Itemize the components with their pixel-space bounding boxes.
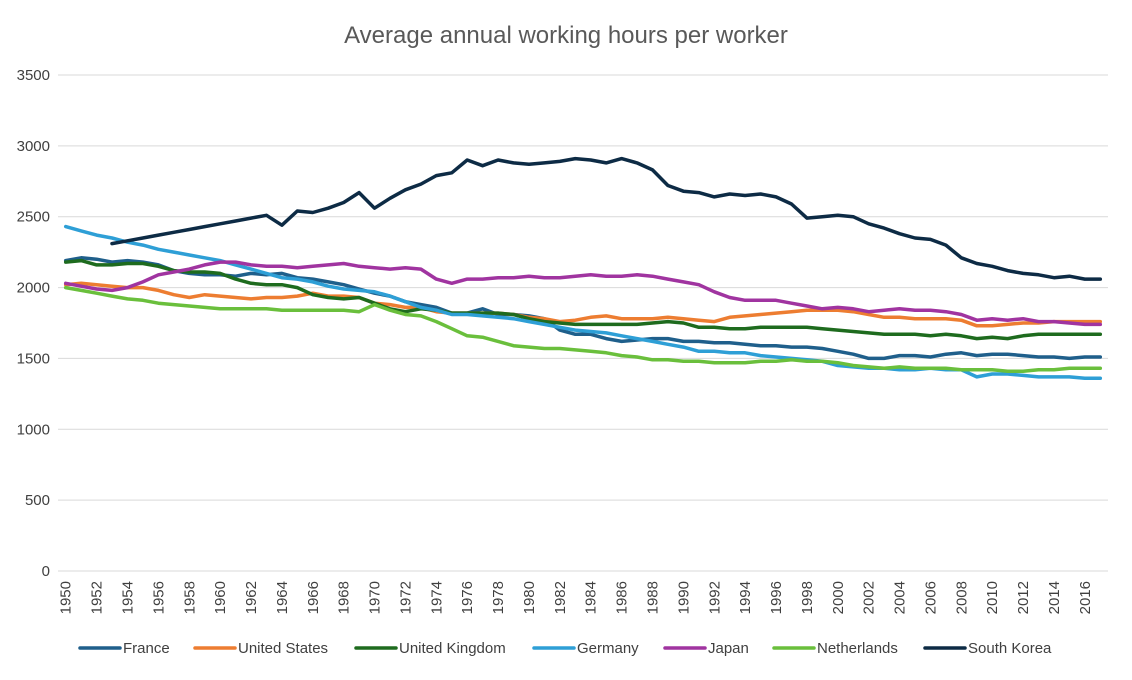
series-line-japan [63,260,1103,327]
x-tick-label: 1978 [490,581,507,614]
x-tick-label: 1980 [521,581,538,614]
x-tick-label: 1976 [459,581,476,614]
legend-label: United States [238,640,328,657]
chart-title: Average annual working hours per worker [344,22,788,49]
legend-item: United States [193,640,328,657]
legend-label: France [123,640,170,657]
legend-item: France [78,640,170,657]
x-tick-label: 1984 [583,581,600,614]
legend-item: Japan [663,640,749,657]
x-tick-label: 2008 [953,581,970,614]
x-tick-label: 2006 [922,581,939,614]
x-tick-label: 1968 [336,581,353,614]
x-tick-label: 1996 [768,581,785,614]
y-tick-label: 2500 [17,209,50,226]
legend-label: United Kingdom [399,640,506,657]
x-axis-labels: 1950 1952 1954 1956 1958 1960 1962 1964 1966 1968… [58,581,1094,614]
legend-item: United Kingdom [354,640,506,657]
x-tick-label: 2002 [861,581,878,614]
legend-item: South Korea [923,640,1052,657]
series-line-south-korea [110,156,1103,281]
x-tick-label: 1994 [737,581,754,614]
x-tick-label: 1986 [614,581,631,614]
x-tick-label: 1962 [243,581,260,614]
x-tick-label: 1950 [58,581,75,614]
x-tick-label: 2010 [984,581,1001,614]
series-line-france [63,256,1103,361]
series-line-united-states [63,281,1103,328]
x-tick-label: 2016 [1077,581,1094,614]
x-tick-label: 1960 [212,581,229,614]
x-tick-label: 2014 [1046,581,1063,614]
x-tick-label: 1958 [181,581,198,614]
y-tick-label: 2000 [17,280,50,297]
x-tick-label: 2012 [1015,581,1032,614]
y-tick-label: 1000 [17,421,50,438]
x-tick-label: 1954 [119,581,136,614]
legend-item: Netherlands [772,640,898,657]
x-tick-label: 1952 [89,581,106,614]
y-tick-label: 1500 [17,350,50,367]
gridlines [58,74,1108,572]
x-tick-label: 2004 [892,581,909,614]
series-line-netherlands [63,285,1103,373]
legend-label: Netherlands [817,640,898,657]
x-tick-label: 1992 [706,581,723,614]
series-lines [63,156,1103,381]
x-tick-label: 2000 [830,581,847,614]
y-tick-label: 500 [25,492,50,509]
y-tick-label: 0 [42,563,50,580]
x-tick-label: 1970 [367,581,384,614]
x-tick-label: 1972 [397,581,414,614]
legend-item: Germany [532,640,639,657]
x-tick-label: 1988 [644,581,661,614]
x-tick-label: 1964 [274,581,291,614]
legend-label: South Korea [968,640,1052,657]
series-line-united-kingdom [63,258,1103,341]
legend-label: Germany [577,640,639,657]
x-tick-label: 1982 [552,581,569,614]
x-tick-label: 1998 [799,581,816,614]
y-tick-label: 3500 [17,67,50,84]
legend-label: Japan [708,640,749,657]
legend: France United States United Kingdom Germany… [78,640,1052,657]
x-tick-label: 1966 [305,581,322,614]
x-tick-label: 1956 [150,581,167,614]
x-tick-label: 1974 [428,581,445,614]
y-axis-labels: 0 500 1000 1500 2000 2500 3000 3500 [17,67,50,580]
x-tick-label: 1990 [675,581,692,614]
y-tick-label: 3000 [17,138,50,155]
